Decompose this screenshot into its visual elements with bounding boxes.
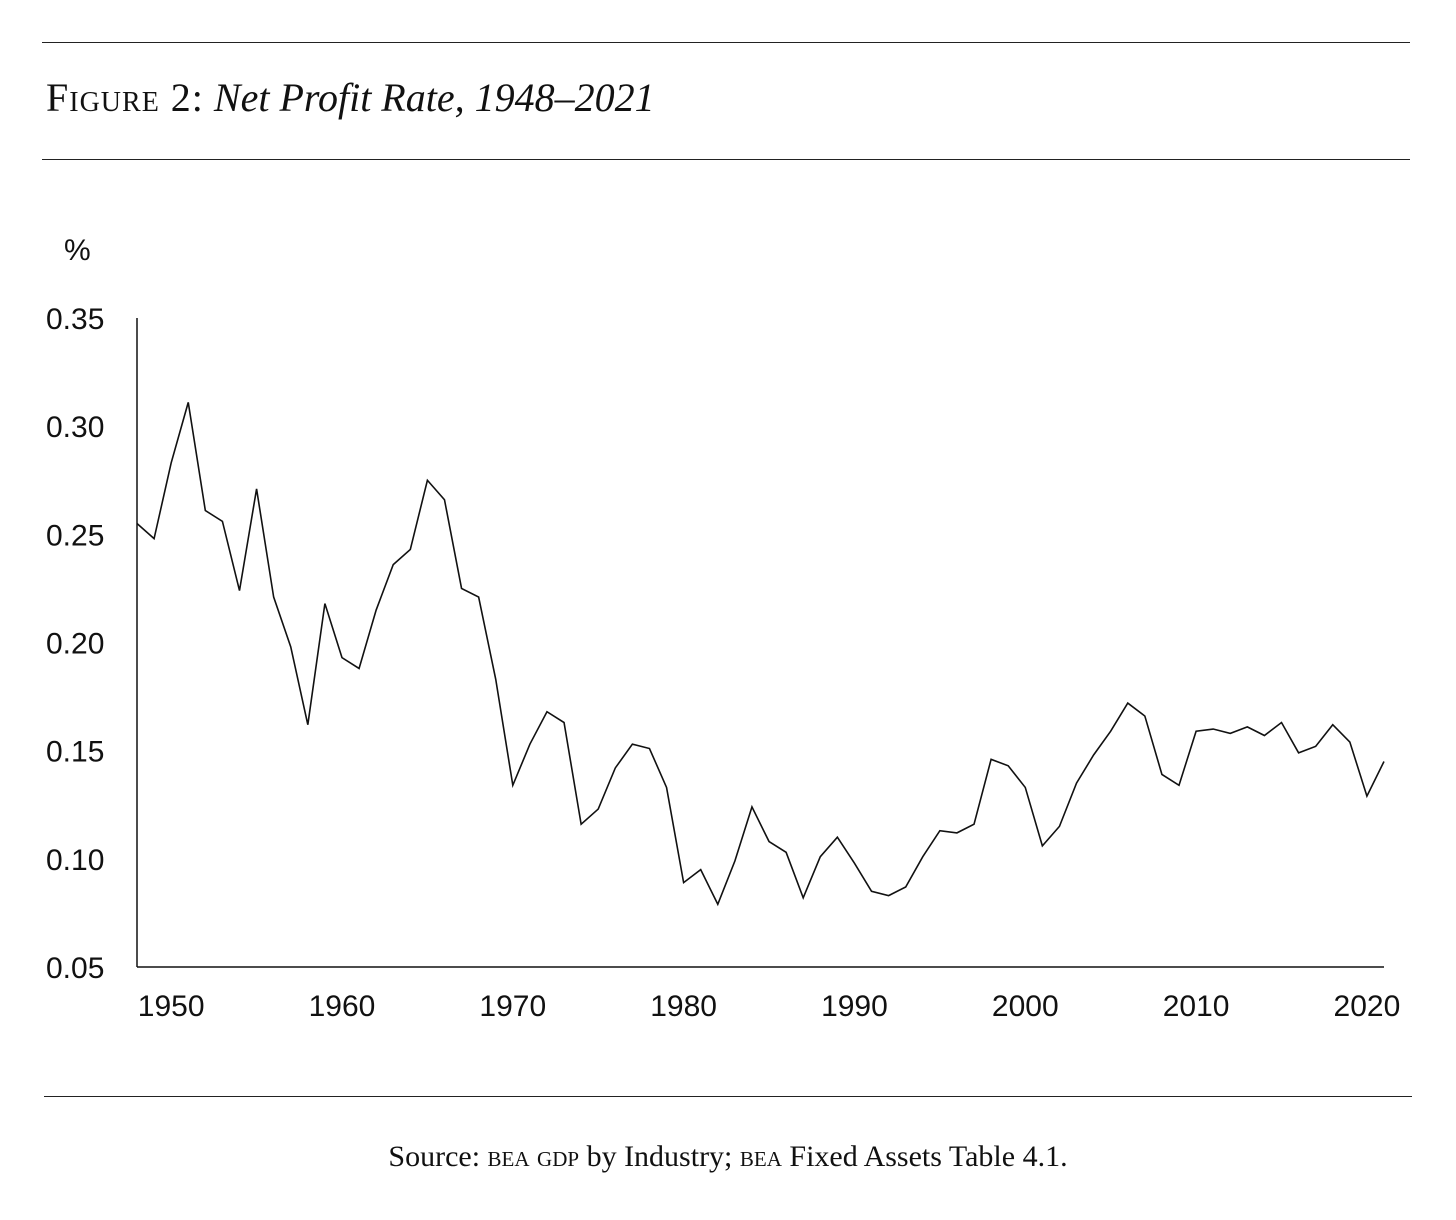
x-tick-label: 1990 [821,990,888,1023]
series-line [136,402,1385,907]
y-axis-ticks: 0.05 0.10 0.15 0.20 0.25 0.30 0.35 [46,303,104,985]
source-note: Source: bea gdp by Industry; bea Fixed A… [0,1137,1456,1177]
y-tick-label: 0.30 [46,411,104,444]
series-group [136,402,1385,907]
x-tick-label: 1960 [309,990,376,1023]
y-tick-label: 0.35 [46,303,104,336]
top-rule [42,42,1410,43]
y-tick-label: 0.20 [46,628,104,661]
y-tick-label: 0.15 [46,736,104,769]
x-tick-label: 2000 [992,990,1059,1023]
line-chart: % 0.050.100.150.200.250.300.35 1950 1960 1… [46,234,1401,1023]
figure-label: Figure 2: [46,75,204,120]
figure-title: Figure 2: Net Profit Rate, 1948–2021 [46,72,655,124]
figure-caption: Net Profit Rate, 1948–2021 [213,75,655,120]
source-prefix: Source: [388,1140,481,1173]
y-tick-label: 0.10 [46,844,104,877]
source-org-1: bea gdp [487,1140,580,1173]
x-tick-label: 2020 [1334,990,1401,1023]
x-axis-ticks: 1950 1960 1970 1980 1990 2000 2010 2020 [138,990,1401,1023]
bottom-rule [44,1096,1412,1097]
y-axis-unit-label: % [64,234,91,267]
x-tick-label: 1950 [138,990,205,1023]
x-tick-label: 1970 [479,990,546,1023]
source-text-2: Fixed Assets Table 4.1. [789,1140,1068,1173]
title-rule [42,159,1410,160]
y-tick-label: 0.25 [46,519,104,552]
x-tick-label: 2010 [1163,990,1230,1023]
y-tick-label: 0.05 [46,952,104,985]
x-tick-label: 1980 [650,990,717,1023]
source-org-2: bea [739,1140,782,1173]
source-text-1: by Industry; [586,1140,733,1173]
